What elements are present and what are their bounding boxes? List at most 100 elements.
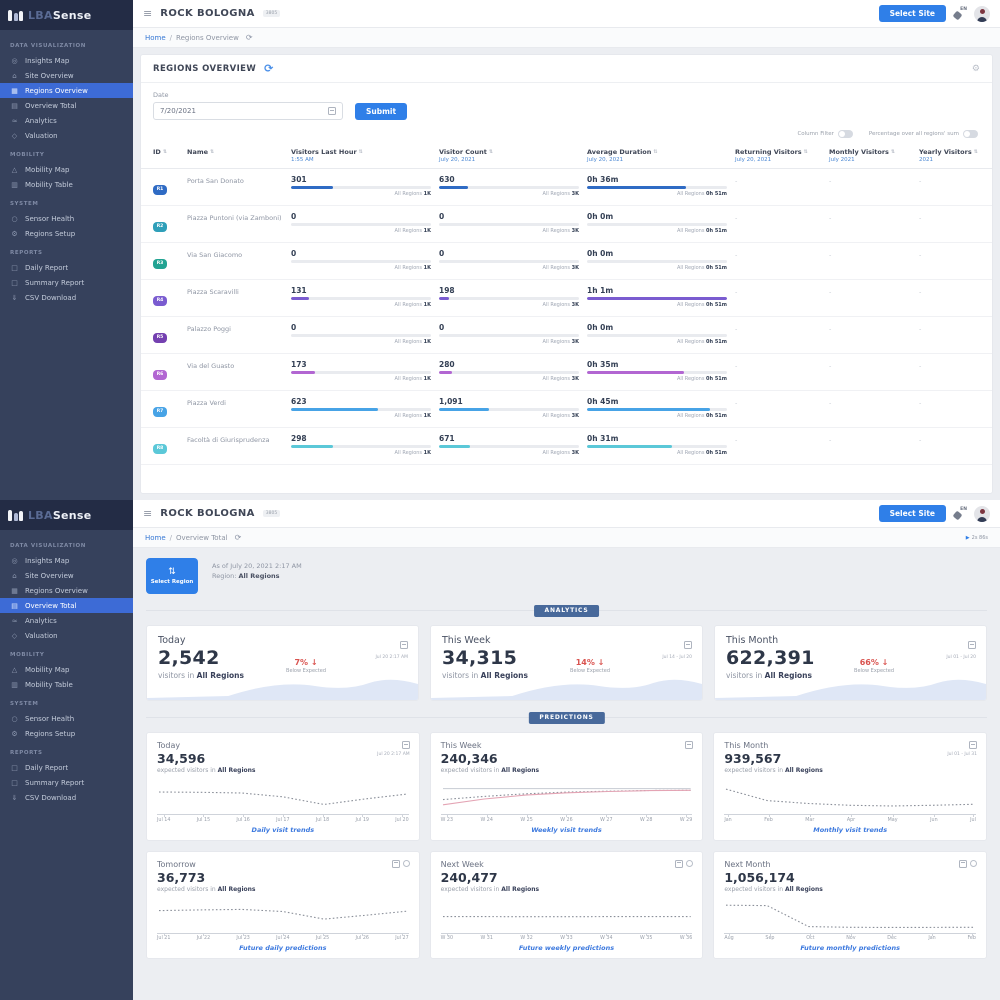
column-header[interactable]: Visitors Last Hour ⇅ 1:55 AM (291, 148, 431, 163)
sort-icon[interactable]: ⇅ (653, 149, 658, 155)
table-row[interactable]: R5 Palazzo Poggi 0 All Regions 1K 0 All … (141, 317, 992, 354)
axis-tick-label: W 29 (680, 815, 692, 823)
bar-fill (439, 186, 469, 189)
axis-tick-label: Mar (805, 815, 814, 823)
table-row[interactable]: R1 Porta San Donato 301 All Regions 1K 6… (141, 169, 992, 206)
sort-icon[interactable]: ⇅ (803, 149, 808, 155)
sort-icon[interactable]: ⇅ (488, 149, 494, 155)
date-input[interactable]: 7/20/2021 (153, 102, 343, 120)
sidebar-item-icon: ⚙ (11, 229, 18, 238)
sidebar-item-label: Regions Overview (25, 86, 88, 95)
sort-icon[interactable]: ⇅ (210, 149, 215, 155)
axis-tick-label: Feb (967, 933, 976, 941)
average-duration-cell: 0h 35m All Regions 0h 51m (587, 360, 727, 382)
user-avatar[interactable] (974, 505, 990, 522)
table-row[interactable]: R8 Facoltà di Giurisprudenza 298 All Reg… (141, 428, 992, 465)
chart-x-axis: Aug Sep Oct Nov Dec Jan Feb (724, 932, 976, 941)
sidebar-item[interactable]: ⚙ Regions Setup (0, 726, 133, 741)
trend-link[interactable]: Weekly visit trends (531, 825, 602, 834)
column-header[interactable]: Returning Visitors ⇅ July 20, 2021 (735, 148, 821, 163)
toggle-label: Percentage over all regions' sum (868, 131, 959, 137)
toggle-label: Column Filter (797, 131, 834, 137)
trend-chart (726, 904, 974, 928)
info-icon[interactable] (969, 859, 977, 867)
language-icon[interactable]: EN (952, 507, 967, 520)
select-site-button[interactable]: Select Site (878, 5, 946, 22)
table-row[interactable]: R6 Via del Guasto 173 All Regions 1K 280… (141, 354, 992, 391)
submit-button[interactable]: Submit (355, 102, 408, 120)
sidebar-item[interactable]: ⇓ CSV Download (0, 790, 133, 805)
trend-link[interactable]: Future daily predictions (239, 944, 327, 952)
info-icon[interactable] (402, 859, 410, 867)
trend-link[interactable]: Future weekly predictions (518, 944, 615, 952)
sidebar-item[interactable]: □ Summary Report (0, 775, 133, 790)
column-header[interactable]: Yearly Visitors ⇅ 2021 (919, 148, 978, 163)
refresh-icon[interactable]: ⟳ (234, 533, 242, 542)
site-title: ROCK BOLOGNA (160, 508, 255, 519)
breadcrumb-home-link[interactable]: Home (145, 533, 166, 542)
sidebar-item[interactable]: ○ Sensor Health (0, 711, 133, 726)
down-arrow-icon: ↓ (881, 658, 889, 667)
calendar-icon[interactable] (328, 107, 336, 115)
sidebar-item[interactable]: □ Summary Report (0, 275, 133, 290)
sidebar-item-label: Regions Setup (25, 229, 76, 238)
column-header[interactable]: Average Duration ⇅ July 20, 2021 (587, 148, 727, 163)
bar-fill (587, 297, 727, 300)
refresh-icon[interactable]: ⟳ (245, 33, 253, 42)
sidebar-item[interactable]: ▦ Regions Overview (0, 583, 133, 598)
sidebar-item[interactable]: ◎ Insights Map (0, 553, 133, 568)
table-row[interactable]: R3 Via San Giacomo 0 All Regions 1K 0 Al… (141, 243, 992, 280)
sidebar-item[interactable]: □ Daily Report (0, 260, 133, 275)
select-site-button[interactable]: Select Site (878, 505, 946, 522)
sidebar-item-icon: ◎ (11, 556, 18, 565)
sidebar-item[interactable]: ⚙ Regions Setup (0, 226, 133, 241)
table-row[interactable]: R7 Piazza Verdi 623 All Regions 1K 1,091… (141, 391, 992, 428)
sidebar-item[interactable]: ≈ Analytics (0, 113, 133, 128)
gear-icon[interactable]: ⚙ (971, 63, 980, 74)
select-region-button[interactable]: ⇅ Select Region (146, 558, 198, 594)
axis-tick-label: W 27 (600, 815, 613, 823)
sidebar-item[interactable]: ▥ Mobility Table (0, 177, 133, 192)
hamburger-icon[interactable]: ≡ (143, 507, 153, 520)
sidebar-item[interactable]: ⌂ Site Overview (0, 568, 133, 583)
sidebar-section: REPORTS □ Daily Report □ Summary Report … (0, 241, 133, 305)
sidebar-nav: DATA VISUALIZATION ◎ Insights Map ⌂ Site… (0, 530, 133, 809)
sidebar-item[interactable]: △ Mobility Map (0, 662, 133, 677)
sort-icon[interactable]: ⇅ (973, 149, 978, 155)
toggle-switch[interactable] (963, 130, 978, 138)
sidebar-item[interactable]: ▦ Regions Overview (0, 83, 133, 98)
sidebar-item[interactable]: ○ Sensor Health (0, 211, 133, 226)
toggle-switch[interactable] (837, 130, 853, 138)
visitors-last-hour-cell: 623 All Regions 1K (291, 397, 431, 419)
trend-link[interactable]: Future monthly predictions (800, 944, 900, 952)
column-header[interactable]: ID ⇅ (153, 148, 168, 156)
sort-icon[interactable]: ⇅ (358, 149, 363, 155)
table-row[interactable]: R4 Piazza Scaravilli 131 All Regions 1K … (141, 280, 992, 317)
hamburger-icon[interactable]: ≡ (143, 7, 153, 20)
user-avatar[interactable] (974, 5, 990, 22)
sidebar-item[interactable]: △ Mobility Map (0, 162, 133, 177)
sort-icon[interactable]: ⇅ (162, 149, 168, 155)
language-icon[interactable]: EN (952, 7, 967, 20)
sidebar-item[interactable]: ⌂ Site Overview (0, 68, 133, 83)
sidebar-item[interactable]: □ Daily Report (0, 760, 133, 775)
sidebar-item[interactable]: ⇓ CSV Download (0, 290, 133, 305)
column-header[interactable]: Monthly Visitors ⇅ July 2021 (829, 148, 911, 163)
column-header[interactable]: Name ⇅ (187, 148, 215, 156)
sidebar-item[interactable]: ▤ Overview Total (0, 598, 133, 613)
bar-fill (291, 371, 315, 374)
info-icon[interactable] (686, 859, 694, 867)
sidebar-item[interactable]: ◇ Valuation (0, 128, 133, 143)
column-header[interactable]: Visitor Count ⇅ July 20, 2021 (439, 148, 579, 163)
sidebar-item[interactable]: ▤ Overview Total (0, 98, 133, 113)
play-icon[interactable]: ▶ (965, 534, 970, 541)
table-row[interactable]: R2 Piazza Puntoni (via Zamboni) 0 All Re… (141, 206, 992, 243)
breadcrumb-home-link[interactable]: Home (145, 33, 166, 42)
trend-link[interactable]: Monthly visit trends (813, 825, 888, 834)
sidebar-item[interactable]: ◇ Valuation (0, 628, 133, 643)
sort-icon[interactable]: ⇅ (890, 149, 896, 155)
sidebar-item[interactable]: ◎ Insights Map (0, 53, 133, 68)
trend-link[interactable]: Daily visit trends (251, 825, 315, 834)
sidebar-item[interactable]: ≈ Analytics (0, 613, 133, 628)
sidebar-item[interactable]: ▥ Mobility Table (0, 677, 133, 692)
